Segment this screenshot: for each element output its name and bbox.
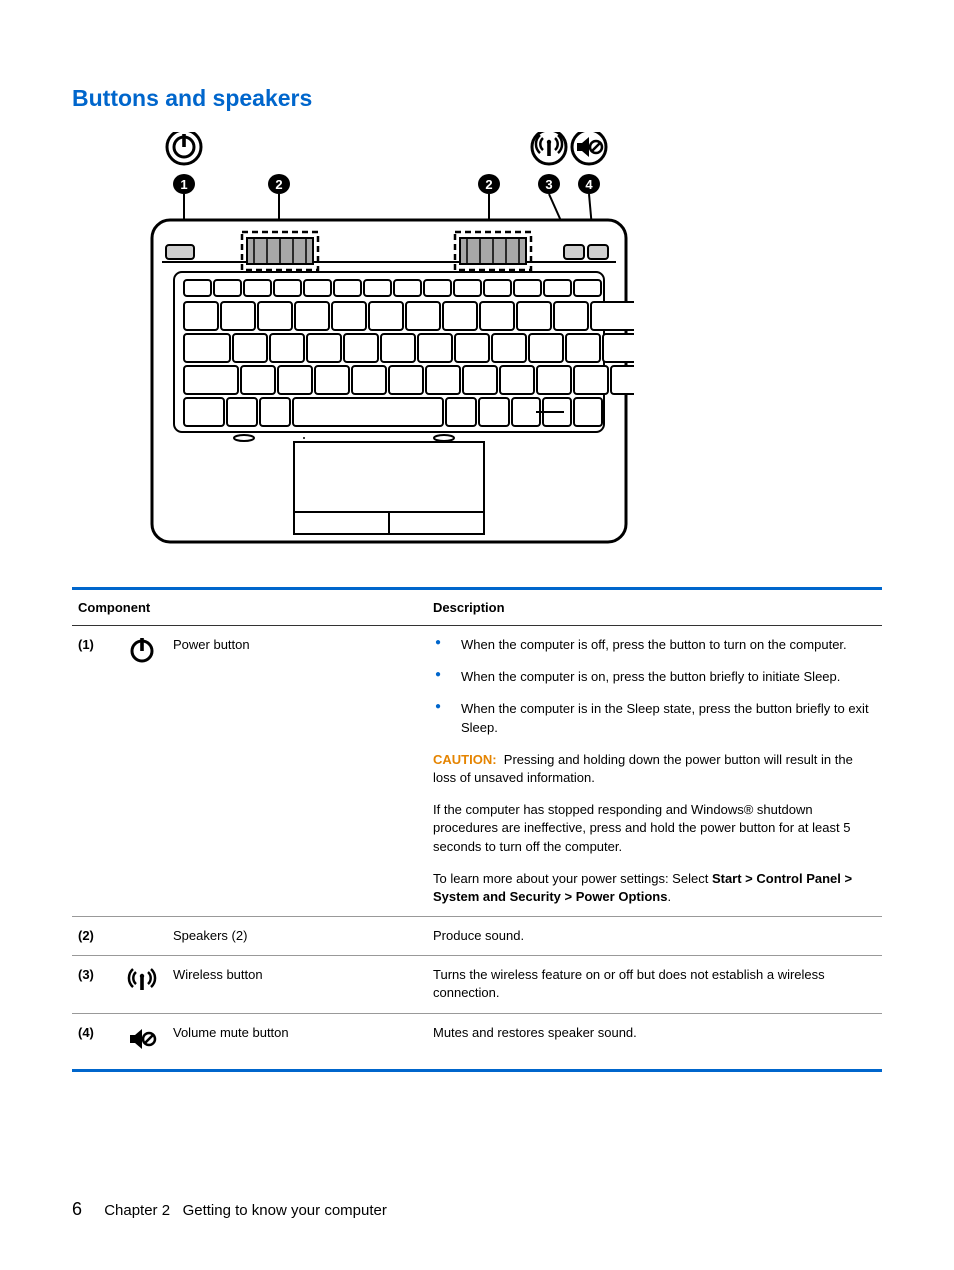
section-title: Buttons and speakers (72, 85, 882, 112)
row-number: (3) (72, 956, 117, 1013)
header-description: Description (427, 589, 882, 626)
row-number: (4) (72, 1013, 117, 1070)
svg-text:1: 1 (180, 177, 187, 192)
page-number: 6 (72, 1199, 82, 1219)
wireless-icon (117, 956, 167, 1013)
table-row: (1) Power button When the computer is off,… (72, 626, 882, 917)
description-bullet: When the computer is on, press the butto… (433, 668, 876, 686)
description-bullet: When the computer is off, press the butt… (433, 636, 876, 654)
component-name: Power button (167, 626, 427, 917)
chapter-label: Chapter 2 (104, 1202, 170, 1219)
row-number: (1) (72, 626, 117, 917)
table-row: (4) Volume mute buttonMutes and restores … (72, 1013, 882, 1070)
table-row: (2) Speakers (2)Produce sound. (72, 917, 882, 956)
description-paragraph: If the computer has stopped responding a… (433, 801, 876, 856)
row-number: (2) (72, 917, 117, 956)
component-description: When the computer is off, press the butt… (427, 626, 882, 917)
page-footer: 6 Chapter 2 Getting to know your compute… (72, 1199, 387, 1220)
svg-text:4: 4 (585, 177, 593, 192)
no-icon (117, 917, 167, 956)
mute-icon (117, 1013, 167, 1070)
component-name: Volume mute button (167, 1013, 427, 1070)
chapter-title: Getting to know your computer (183, 1202, 387, 1219)
component-description: Mutes and restores speaker sound. (427, 1013, 882, 1070)
svg-text:2: 2 (275, 177, 282, 192)
laptop-diagram: 1 2 2 3 4 (144, 132, 634, 552)
diagram-container: 1 2 2 3 4 (72, 132, 882, 557)
description-bullet: When the computer is in the Sleep state,… (433, 700, 876, 736)
caution-note: CAUTION: Pressing and holding down the p… (433, 751, 876, 787)
table-row: (3) Wireless buttonTurns the wireless fea… (72, 956, 882, 1013)
header-component: Component (72, 589, 427, 626)
svg-text:3: 3 (545, 177, 552, 192)
component-name: Speakers (2) (167, 917, 427, 956)
components-table: Component Description (1)Power buttonWhe… (72, 587, 882, 1072)
description-paragraph: To learn more about your power settings:… (433, 870, 876, 906)
svg-text:2: 2 (485, 177, 492, 192)
component-name: Wireless button (167, 956, 427, 1013)
power-icon (117, 626, 167, 917)
component-description: Produce sound. (427, 917, 882, 956)
component-description: Turns the wireless feature on or off but… (427, 956, 882, 1013)
caution-label: CAUTION: (433, 752, 497, 767)
